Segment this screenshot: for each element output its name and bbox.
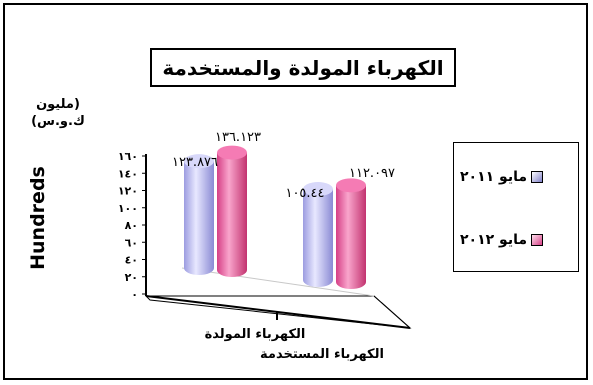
legend-entry-2012: مايو ٢٠١٢ — [460, 232, 544, 248]
bar-value-label: ١٣٦.١٢٣ — [215, 130, 261, 145]
bar-body — [336, 185, 366, 289]
unit-label: (مليون ك.و.س) — [31, 97, 85, 129]
legend: مايو ٢٠١١ مايو ٢٠١٢ — [453, 142, 579, 272]
y-tick-label: ٨٠ — [125, 219, 138, 232]
floor-right-edge — [373, 295, 411, 329]
bar-value-label: ١٠٥.٤٤ — [285, 186, 324, 201]
chart-title: الكهرباء المولدة والمستخدمة — [150, 48, 456, 87]
floor-back-edge — [181, 267, 375, 297]
x-axis-tick-labels: الكهرباء المولدة الكهرباء المستخدمة — [205, 327, 384, 362]
bar-value-label: ١٢٣.٨٧٦ — [172, 155, 218, 170]
y-tick-label: ٤٠ — [125, 254, 138, 267]
y-tick-label: ١٤٠ — [118, 167, 138, 180]
bar — [184, 154, 214, 275]
bar-cap — [217, 145, 247, 160]
x-tick-label: الكهرباء المولدة — [205, 327, 306, 342]
y-tick-label: ٦٠ — [125, 236, 138, 249]
legend-swatch-2011-icon — [531, 171, 544, 183]
legend-swatch-2012-icon — [531, 234, 544, 246]
legend-entry-2011: مايو ٢٠١١ — [460, 169, 544, 185]
legend-label-2012: مايو ٢٠١٢ — [460, 232, 528, 248]
bar-value-label: ١١٢.٠٩٧ — [349, 166, 395, 181]
bar-body — [217, 152, 247, 277]
bar — [303, 182, 333, 287]
x-tick-label: الكهرباء المستخدمة — [260, 347, 384, 362]
bar-body — [303, 189, 333, 287]
bar-cap — [184, 154, 214, 169]
y-tick-label: ١٢٠ — [118, 185, 138, 198]
y-tick-label: ٠ — [131, 288, 138, 301]
bar-cap — [336, 178, 366, 193]
y-tick-label: ١٠٠ — [118, 202, 138, 215]
bar — [336, 178, 366, 289]
bars — [184, 145, 366, 289]
value-labels: ١٢٣.٨٧٦ ١٣٦.١٢٣ ١٠٥.٤٤ ١١٢.٠٩٧ — [172, 130, 395, 201]
legend-label-2011: مايو ٢٠١١ — [460, 169, 528, 185]
y-axis-ticks: ٠ ٢٠ ٤٠ ٦٠ ٨٠ ١٠٠ ١٢٠ ١٤٠ ١٦٠ — [118, 150, 146, 301]
bar-body — [184, 161, 214, 275]
y-tick-label: ٢٠ — [125, 271, 138, 284]
bar-cap — [303, 182, 333, 197]
y-tick-label: ١٦٠ — [118, 150, 138, 163]
bar — [217, 145, 247, 277]
y-axis-label: Hundreds — [27, 166, 49, 270]
